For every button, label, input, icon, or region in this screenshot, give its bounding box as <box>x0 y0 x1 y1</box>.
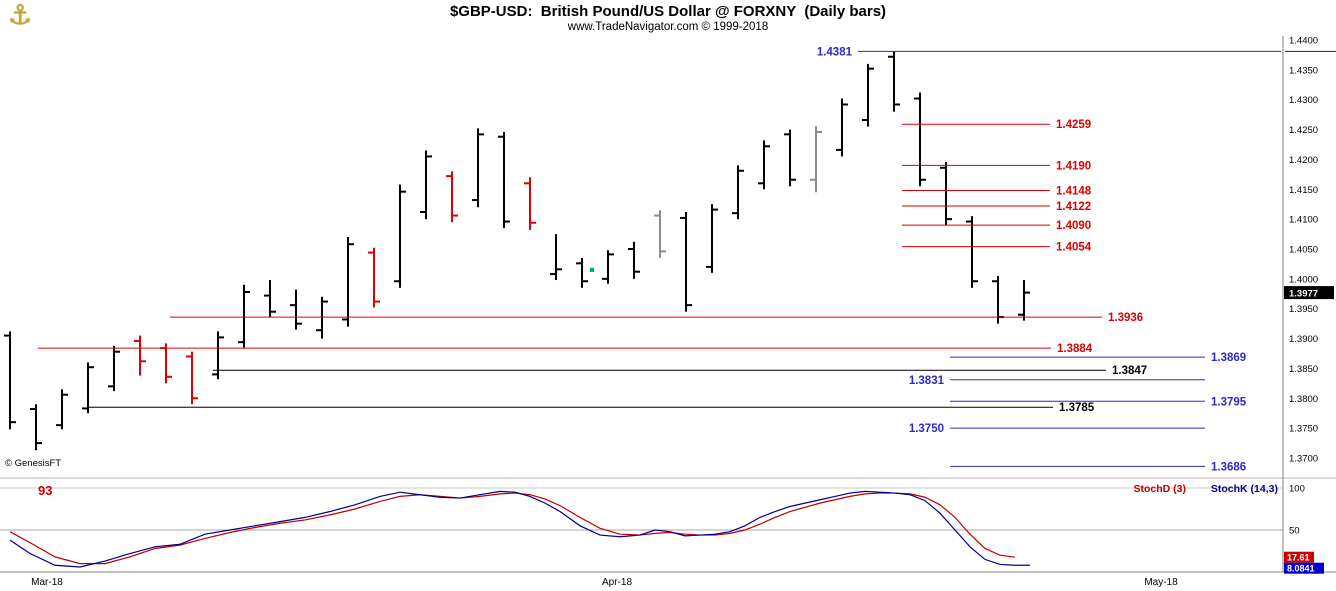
gold-anchor-icon: ⚓ <box>8 0 33 30</box>
price-axis-tick-1.4200: 1.4200 <box>1289 155 1318 166</box>
last-price-value: 1.3977 <box>1289 289 1318 300</box>
price-axis-tick-1.4300: 1.4300 <box>1289 95 1318 106</box>
level-label-1.3785: 1.3785 <box>1059 402 1095 414</box>
level-label-1.3831: 1.3831 <box>909 375 945 387</box>
level-label-1.3869: 1.3869 <box>1211 352 1246 364</box>
price-axis-tick-1.3900: 1.3900 <box>1289 334 1318 345</box>
stoch-k-line <box>9 490 1030 568</box>
stoch-d-line <box>9 492 1016 565</box>
price-axis-tick-1.4400: 1.4400 <box>1289 36 1318 47</box>
stoch-axis-tick-100: 100 <box>1289 484 1305 495</box>
price-axis-tick-1.4100: 1.4100 <box>1289 215 1318 226</box>
price-axis-tick-1.4250: 1.4250 <box>1289 125 1318 136</box>
stoch-d-badge <box>1284 551 1314 563</box>
bar-count: 93 <box>38 483 52 498</box>
level-label-1.4122: 1.4122 <box>1056 201 1091 213</box>
chart-title: $GBP-USD: British Pound/US Dollar @ FORX… <box>449 3 887 20</box>
level-label-1.4259: 1.4259 <box>1056 119 1091 131</box>
stoch-d-badge-value: 17.61 <box>1287 553 1310 563</box>
price-axis-tick-1.3950: 1.3950 <box>1289 304 1318 315</box>
price-axis-tick-1.4150: 1.4150 <box>1289 185 1318 196</box>
level-label-1.3884: 1.3884 <box>1057 343 1093 355</box>
date-axis-label-May-18: May-18 <box>1144 577 1178 588</box>
stoch-d-legend: StochD (3) <box>1134 483 1187 495</box>
price-axis-tick-1.4350: 1.4350 <box>1289 65 1318 76</box>
level-label-1.4190: 1.4190 <box>1056 160 1091 172</box>
stoch-k-badge <box>1284 562 1324 574</box>
price-axis-tick-1.3700: 1.3700 <box>1289 454 1318 465</box>
level-label-1.4148: 1.4148 <box>1056 185 1092 197</box>
price-axis-tick-1.4000: 1.4000 <box>1289 274 1318 285</box>
level-label-1.3795: 1.3795 <box>1211 396 1247 408</box>
level-label-1.4381: 1.4381 <box>817 46 853 58</box>
level-label-1.3750: 1.3750 <box>909 423 944 435</box>
chart-subtitle: www.TradeNavigator.com © 1999-2018 <box>567 21 769 33</box>
level-label-1.3847: 1.3847 <box>1112 365 1147 377</box>
level-label-1.3686: 1.3686 <box>1211 461 1246 473</box>
level-label-1.3936: 1.3936 <box>1108 312 1143 324</box>
last-price-badge <box>1284 286 1334 300</box>
price-axis-tick-1.3800: 1.3800 <box>1289 394 1318 405</box>
price-axis-tick-1.3850: 1.3850 <box>1289 364 1318 375</box>
level-label-1.4054: 1.4054 <box>1056 242 1092 254</box>
stoch-k-badge-value: 8.0841 <box>1287 564 1315 574</box>
stoch-k-legend: StochK (14,3) <box>1211 483 1278 495</box>
genesis-copyright: © GenesisFT <box>5 458 61 469</box>
date-axis-label-Apr-18: Apr-18 <box>602 577 632 588</box>
stoch-axis-tick-50: 50 <box>1289 526 1300 537</box>
price-axis-tick-1.3750: 1.3750 <box>1289 424 1318 435</box>
level-label-1.4090: 1.4090 <box>1056 220 1091 232</box>
price-axis-tick-1.4050: 1.4050 <box>1289 245 1318 256</box>
chart-marker-dot <box>590 267 594 272</box>
chart-header: $GBP-USD: British Pound/US Dollar @ FORX… <box>0 3 1336 33</box>
date-axis-label-Mar-18: Mar-18 <box>31 577 63 588</box>
